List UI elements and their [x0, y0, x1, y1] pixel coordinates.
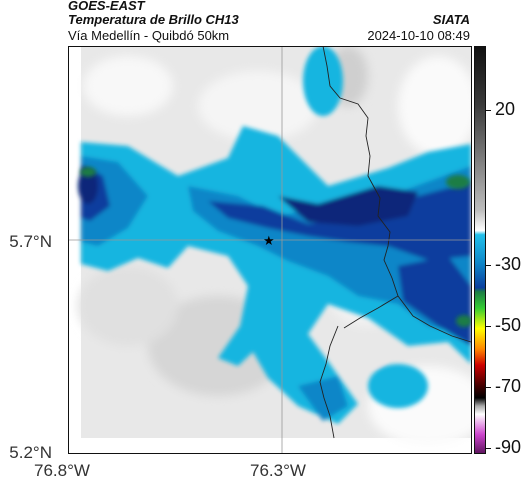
- colorbar-tick: [486, 387, 491, 388]
- colorbar-label: -30: [495, 254, 522, 274]
- colombia-border-link: [343, 295, 399, 329]
- colorbar-tick: [486, 265, 491, 266]
- brightness-temperature-image: ★: [68, 46, 472, 454]
- satellite-source-label: GOES-EAST: [68, 0, 145, 13]
- colorbar-tick: [486, 448, 491, 449]
- colorbar-label: -70: [495, 376, 522, 396]
- lat-tick-label: 5.7°N: [9, 232, 52, 251]
- colorbar: [474, 46, 486, 454]
- colombia-border-west: [322, 46, 472, 343]
- lon-tick-label: 76.8°W: [34, 461, 90, 480]
- colorbar-gradient: [475, 47, 485, 453]
- map-border: [68, 46, 472, 454]
- lon-tick-label: 76.3°W: [250, 461, 306, 480]
- route-subtitle: Vía Medellín - Quibdó 50km: [68, 28, 230, 43]
- colorbar-label: -90: [495, 437, 522, 457]
- colorbar-tick: [486, 110, 491, 111]
- satellite-map[interactable]: ★: [68, 46, 472, 454]
- lat-tick-label: 5.2°N: [9, 443, 52, 462]
- location-marker-star: ★: [263, 233, 275, 248]
- colorbar-label: 20: [495, 99, 516, 119]
- cold-cloud-shield: [78, 46, 471, 424]
- colorbar-label: -50: [495, 315, 522, 335]
- product-title: Temperatura de Brillo CH13: [68, 12, 239, 27]
- timestamp-label: 2024-10-10 08:49: [367, 28, 470, 43]
- very-cold-tops: [80, 167, 472, 327]
- organization-label: SIATA: [432, 12, 470, 27]
- colorbar-tick: [486, 326, 491, 327]
- colombia-border-south: [319, 325, 339, 439]
